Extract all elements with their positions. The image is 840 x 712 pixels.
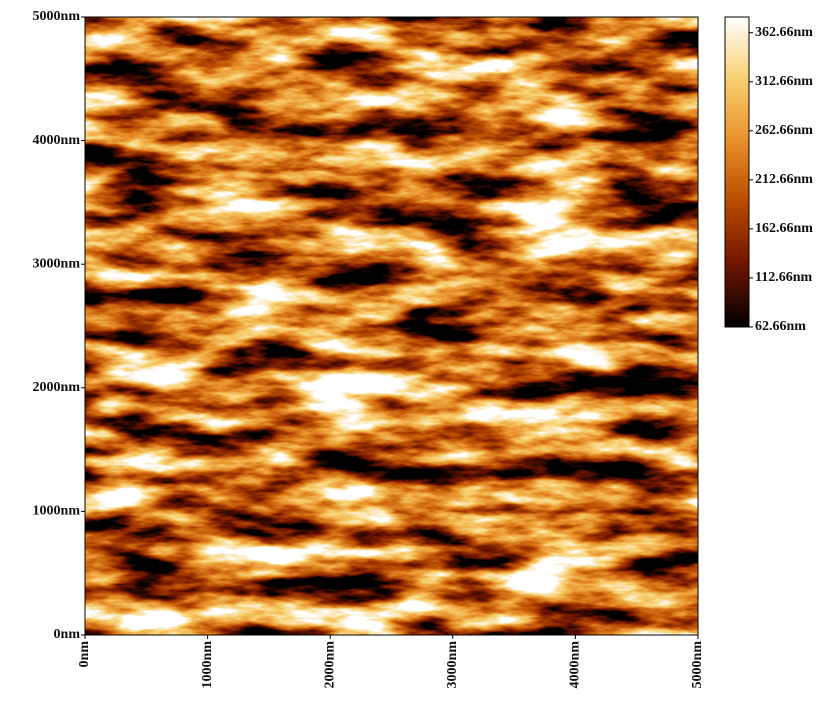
colorbar: [725, 17, 749, 327]
y-tick-label: 0nm: [54, 627, 81, 642]
x-tick-label: 2000nm: [322, 641, 337, 689]
colorbar-tick-label: 62.66nm: [755, 319, 806, 334]
colorbar-tick-label: 212.66nm: [755, 172, 813, 187]
colorbar-tick-label: 112.66nm: [755, 270, 813, 285]
chart: 0nm 1000nm 2000nm 3000nm 4000nm 5000nm 0nm 1000…: [0, 0, 840, 707]
y-tick-label: 1000nm: [33, 504, 81, 519]
y-tick-label: 4000nm: [33, 133, 81, 148]
x-tick-label: 5000nm: [690, 641, 705, 689]
y-tick-label: 3000nm: [33, 256, 81, 271]
x-tick-label: 4000nm: [568, 641, 583, 689]
x-tick-label: 3000nm: [445, 641, 460, 689]
colorbar-tick-label: 312.66nm: [755, 74, 813, 89]
x-tick-label: 1000nm: [200, 641, 215, 689]
x-tick-label: 0nm: [77, 641, 92, 668]
y-tick-label: 2000nm: [33, 380, 81, 395]
colorbar-tick-label: 362.66nm: [755, 25, 813, 40]
y-tick-label: 5000nm: [33, 9, 81, 24]
colorbar-tick-label: 162.66nm: [755, 221, 813, 236]
height-map: [85, 17, 698, 635]
colorbar-tick-label: 262.66nm: [755, 123, 813, 138]
